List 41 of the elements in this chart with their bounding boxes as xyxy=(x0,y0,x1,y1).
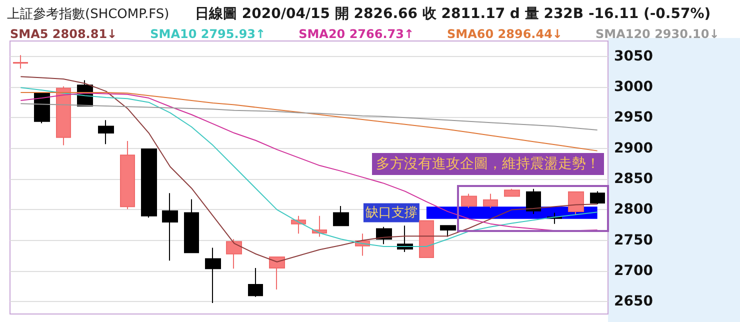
candlestick xyxy=(120,140,135,210)
candlestick xyxy=(13,54,28,70)
candlestick xyxy=(333,206,349,226)
candlestick xyxy=(590,190,605,205)
chart-title: 上証參考指數(SHCOMP.FS) xyxy=(7,7,170,22)
y-tick-label: 2800 xyxy=(614,202,654,218)
candlestick xyxy=(419,220,434,258)
y-tick-label: 2950 xyxy=(614,110,654,126)
candlestick xyxy=(269,256,285,290)
text: SMA20 2766.73↑ xyxy=(298,27,414,41)
y-tick-label: 2700 xyxy=(614,263,654,280)
text: SMA10 2795.93↑ xyxy=(150,27,266,41)
y-tick-label: 2850 xyxy=(614,171,654,188)
y-tick-label: 2900 xyxy=(614,140,654,156)
candlestick xyxy=(162,192,178,262)
line-series xyxy=(20,103,598,130)
y-tick-label: 3050 xyxy=(614,48,654,64)
y-tick-label: 2650 xyxy=(614,294,654,310)
candlestick xyxy=(504,188,520,197)
candlestick xyxy=(483,193,498,208)
candlestick xyxy=(461,193,477,208)
candlestick xyxy=(184,198,199,254)
candlestick xyxy=(248,267,263,298)
text: SMA120 2930.10↓ xyxy=(595,27,720,41)
candlestick xyxy=(568,191,584,216)
candlestick xyxy=(440,225,456,238)
y-tick-label: 3000 xyxy=(614,79,654,96)
candlestick xyxy=(34,92,50,124)
candlestick xyxy=(98,120,114,145)
candlestick xyxy=(205,247,221,304)
line-series xyxy=(20,92,598,152)
y-tick-label: 2750 xyxy=(614,232,654,248)
text: SMA5 2808.81↓ xyxy=(10,27,118,41)
chart-subtitle: 日線圖 2020/04/15 開 2826.66 收 2811.17 d 量 232B -16.11 (-0.57%) xyxy=(195,6,711,22)
candlestick xyxy=(226,238,242,270)
text: SMA60 2896.44↓ xyxy=(447,27,562,41)
candlestick xyxy=(56,86,71,146)
annotation: 多方沒有進攻企圖，維持震盪走勢！ xyxy=(372,153,604,175)
band-label: 缺口支撐 xyxy=(365,205,418,220)
candlestick xyxy=(526,188,541,214)
candlestick xyxy=(141,148,157,218)
